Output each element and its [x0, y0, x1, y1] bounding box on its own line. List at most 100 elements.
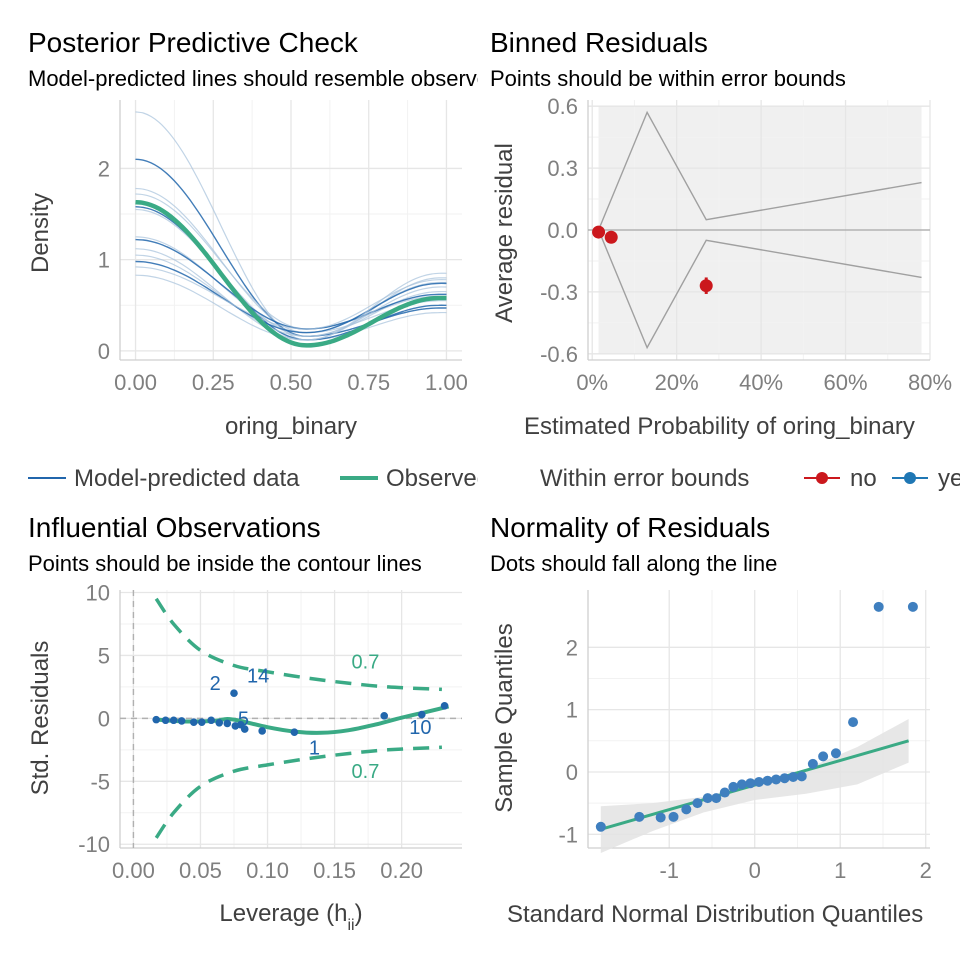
observation-point: [290, 728, 299, 737]
ppc-x-label: oring_binary: [225, 413, 357, 440]
legend-label-yes: yes: [938, 465, 960, 492]
ppc-subtitle: Model-predicted lines should resemble ob…: [28, 66, 591, 91]
observation-label: 14: [247, 666, 269, 688]
sample-quantile-point: [702, 793, 713, 804]
ppc-title: Posterior Predictive Check: [28, 27, 359, 58]
legend-label-no: no: [850, 465, 877, 492]
influence-y-tick-label: 5: [98, 643, 110, 668]
legend-label-model-predicted: Model-predicted data: [74, 465, 300, 492]
sample-quantile-point: [796, 771, 807, 782]
observation-point: [380, 712, 389, 720]
influence-y-label: Std. Residuals: [27, 641, 54, 796]
model-predicted-line: [135, 266, 447, 330]
influence-x-label: Leverage (hii): [219, 900, 362, 934]
legend-label-observed: Observed data: [386, 465, 544, 492]
ppc-y-tick-label: 2: [98, 156, 110, 181]
qq-y-tick-label: 0: [566, 760, 578, 785]
binned-residual-point: [699, 279, 713, 293]
observation-point: [152, 715, 161, 724]
sample-quantile-point: [681, 804, 692, 815]
sample-quantile-point: [668, 811, 679, 822]
observation-point: [258, 727, 266, 735]
legend-key-no-dot: [816, 472, 828, 484]
observation-point: [198, 718, 206, 726]
binned-x-tick-label: 60%: [824, 370, 868, 395]
ppc-x-tick-label: 0.25: [192, 370, 235, 395]
qq-y-label: Sample Quantiles: [491, 623, 518, 812]
model-predicted-line: [135, 254, 447, 337]
qq-x-tick-label: -1: [659, 858, 679, 883]
binned-y-tick-label: -0.3: [540, 280, 578, 305]
binned-title: Binned Residuals: [490, 27, 708, 58]
sample-quantile-point: [807, 758, 818, 769]
binned-x-tick-label: 80%: [908, 370, 952, 395]
observation-label: 1: [309, 737, 320, 759]
sample-quantile-point: [848, 717, 859, 728]
ppc-x-tick-label: 1.00: [425, 370, 468, 395]
binned-x-tick-label: 20%: [655, 370, 699, 395]
observation-point: [240, 725, 249, 733]
binned-residual-point: [604, 230, 618, 244]
observation-point: [440, 701, 449, 710]
influence-y-tick-label: -5: [90, 769, 110, 794]
influence-y-tick-label: -10: [78, 832, 110, 857]
qq-y-tick-label: -1: [558, 822, 578, 847]
ppc-legend: Model-predicted data Observed data: [28, 465, 544, 492]
ppc-plot-area: 0.00 0.25 0.50 0.75 1.00 0 1 2: [98, 100, 468, 395]
normality-of-residuals-panel: Normality of Residuals Dots should fall …: [490, 512, 932, 928]
sample-quantile-point: [736, 779, 747, 790]
observation-point: [169, 716, 178, 725]
observation-point: [189, 718, 198, 726]
influential-observations-panel: Influential Observations Points should b…: [27, 512, 462, 934]
ppc-y-tick-label: 1: [98, 248, 110, 273]
contour-label: 0.7: [352, 652, 380, 674]
sample-quantile-point: [595, 821, 606, 832]
observation-point: [161, 716, 170, 725]
binned-plot-area: 0% 20% 40% 60% 80% -0.6 -0.3 0.0 0.3 0.6: [540, 94, 952, 395]
qq-subtitle: Dots should fall along the line: [490, 551, 777, 576]
sample-quantile-point: [719, 787, 730, 798]
upper-error-bound: [597, 110, 922, 231]
observation-point: [223, 719, 232, 728]
legend-key-yes-dot: [904, 472, 916, 484]
posterior-predictive-check-panel: Posterior Predictive Check Model-predict…: [27, 27, 591, 492]
qq-y-tick-label: 2: [566, 635, 578, 660]
binned-y-tick-label: -0.6: [540, 342, 578, 367]
sample-quantile-point: [907, 601, 918, 612]
binned-legend-title: Within error bounds: [540, 465, 749, 492]
model-predicted-line: [135, 193, 447, 330]
influence-plot-area: 0.00 0.05 0.10 0.15 0.20 -10 -5 0 5 10 0.7 0.7 2 14 5 1…: [78, 581, 462, 883]
observation-point: [207, 716, 215, 725]
influence-x-tick-label: 0.05: [179, 858, 222, 883]
lower-cook-contour: [154, 745, 442, 839]
observation-point: [177, 717, 186, 725]
influence-y-tick-label: 10: [86, 581, 110, 606]
sample-quantile-point: [745, 778, 756, 789]
influence-subtitle: Points should be inside the contour line…: [28, 551, 422, 576]
ppc-x-tick-label: 0.75: [347, 370, 390, 395]
model-predicted-line: [135, 111, 447, 341]
binned-legend: Within error bounds no yes: [540, 465, 960, 492]
qq-x-tick-label: 1: [834, 858, 846, 883]
upper-cook-contour: [154, 597, 442, 692]
binned-x-label: Estimated Probability of oring_binary: [524, 413, 915, 440]
sample-quantile-point: [788, 771, 799, 782]
observation-point: [230, 689, 238, 697]
model-predicted-line: [135, 260, 447, 334]
sample-quantile-point: [818, 751, 829, 762]
qq-title: Normality of Residuals: [490, 512, 770, 543]
binned-y-label: Average residual: [491, 143, 518, 323]
sample-quantile-point: [779, 773, 790, 784]
binned-y-tick-label: 0.6: [547, 94, 578, 119]
influence-x-tick-label: 0.15: [313, 858, 356, 883]
observed-data-line: [135, 199, 447, 348]
sample-quantile-point: [711, 793, 722, 804]
ppc-y-tick-label: 0: [98, 339, 110, 364]
qq-y-tick-label: 1: [566, 698, 578, 723]
influence-title: Influential Observations: [28, 512, 321, 543]
ppc-y-label: Density: [27, 193, 54, 273]
sample-quantile-point: [692, 798, 703, 809]
binned-x-tick-label: 40%: [739, 370, 783, 395]
binned-y-tick-label: 0.0: [547, 218, 578, 243]
